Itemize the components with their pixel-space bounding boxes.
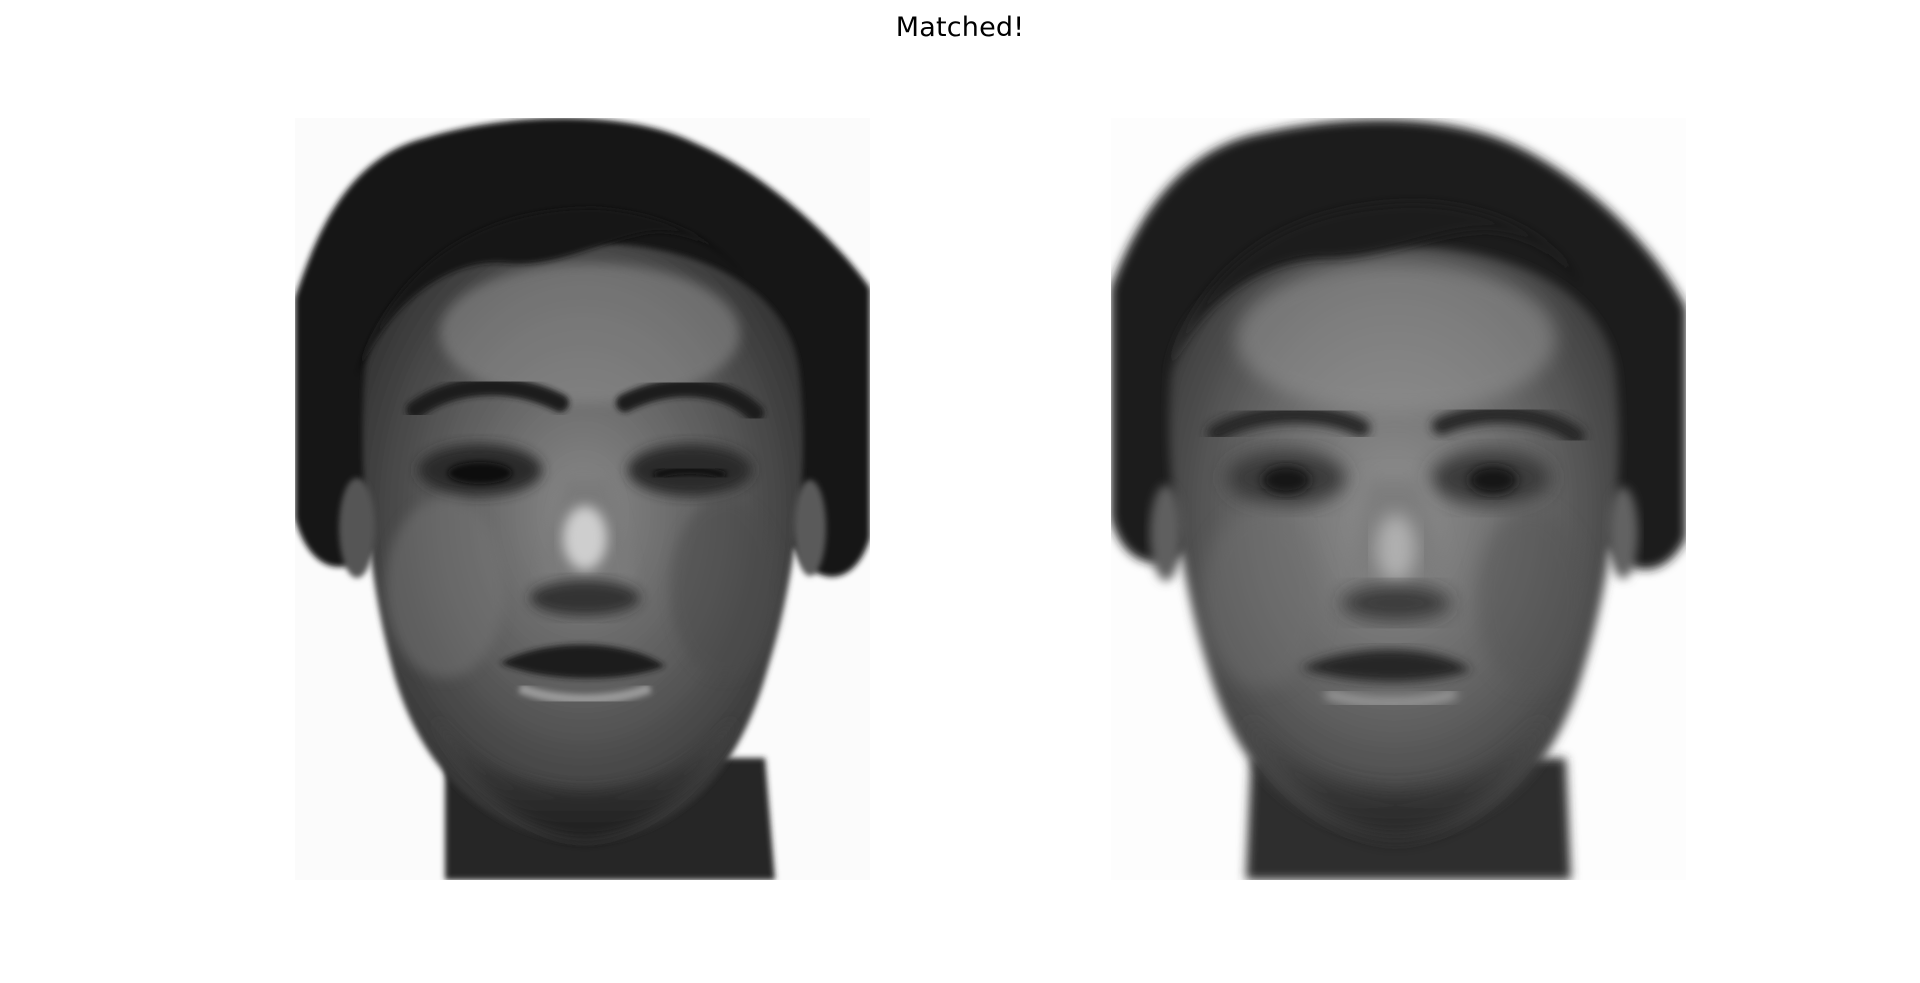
query-face-image <box>295 118 870 880</box>
matched-face-drawing <box>1111 118 1686 880</box>
figure-title: Matched! <box>895 12 1025 43</box>
query-face-drawing <box>295 118 870 880</box>
matched-face-image <box>1111 118 1686 880</box>
